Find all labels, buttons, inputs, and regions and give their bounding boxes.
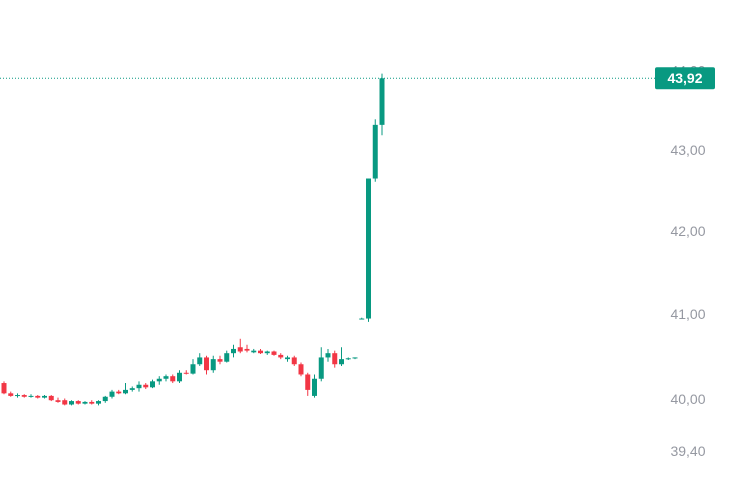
candle-body: [366, 178, 371, 319]
candle-body: [244, 348, 250, 351]
candle-body: [359, 318, 365, 320]
candle-body: [136, 384, 142, 389]
candle-body: [251, 350, 257, 353]
candle-body: [305, 374, 311, 390]
candle-body: [210, 359, 216, 371]
candle-body: [82, 401, 88, 404]
candle-body: [129, 388, 135, 390]
candle-body: [28, 395, 34, 397]
candle-body: [156, 378, 162, 382]
candle-body: [62, 400, 68, 405]
candle-body: [204, 357, 209, 371]
candle-body: [183, 372, 189, 374]
candle-body: [318, 357, 324, 379]
candle-body: [96, 401, 101, 404]
candle-body: [339, 359, 344, 365]
candle-body: [258, 350, 263, 354]
candle-body: [177, 372, 182, 382]
candle-body: [197, 357, 203, 365]
candle-body: [224, 353, 230, 362]
candle-body: [325, 353, 331, 358]
y-tick-label: 41,00: [670, 306, 705, 322]
candle-body: [116, 391, 122, 394]
candle-body: [231, 348, 236, 354]
candle-body: [69, 401, 74, 405]
candle-body: [379, 78, 385, 125]
candle-body: [285, 357, 290, 360]
y-tick-label: 42,00: [670, 223, 705, 239]
candle-body: [237, 347, 243, 352]
candle-body: [312, 378, 317, 396]
last-price-label: 43,92: [667, 70, 702, 86]
candle-body: [190, 364, 196, 374]
candle-body: [372, 124, 378, 179]
candle-body: [217, 359, 223, 362]
candle-body: [109, 391, 115, 397]
candle-body: [170, 376, 176, 382]
candle-body: [264, 351, 270, 354]
candle-body: [48, 395, 54, 401]
candle-body: [291, 357, 297, 365]
candle-body: [102, 396, 108, 402]
candle-body: [15, 395, 20, 397]
candle-body: [21, 395, 27, 397]
y-tick-label: 40,00: [670, 391, 705, 407]
candle-body: [345, 358, 351, 360]
candle-body: [298, 364, 304, 375]
candle-body: [75, 401, 81, 404]
candle-body: [1, 383, 7, 394]
candle-body: [123, 389, 128, 394]
candle-body: [89, 401, 95, 404]
candle-body: [271, 351, 277, 355]
candle-body: [278, 354, 284, 358]
y-tick-label: 43,00: [670, 142, 705, 158]
candle-body: [163, 376, 169, 379]
candle-body: [42, 395, 47, 398]
candle-body: [8, 393, 14, 396]
candle-body: [143, 384, 149, 388]
candle-body: [352, 357, 358, 359]
candle-body: [332, 353, 338, 365]
candle-body: [55, 400, 61, 402]
last-price-tag: [655, 67, 715, 90]
candle-body: [35, 395, 41, 398]
candle-body: [150, 381, 155, 388]
y-tick-label: 39,40: [670, 443, 705, 459]
